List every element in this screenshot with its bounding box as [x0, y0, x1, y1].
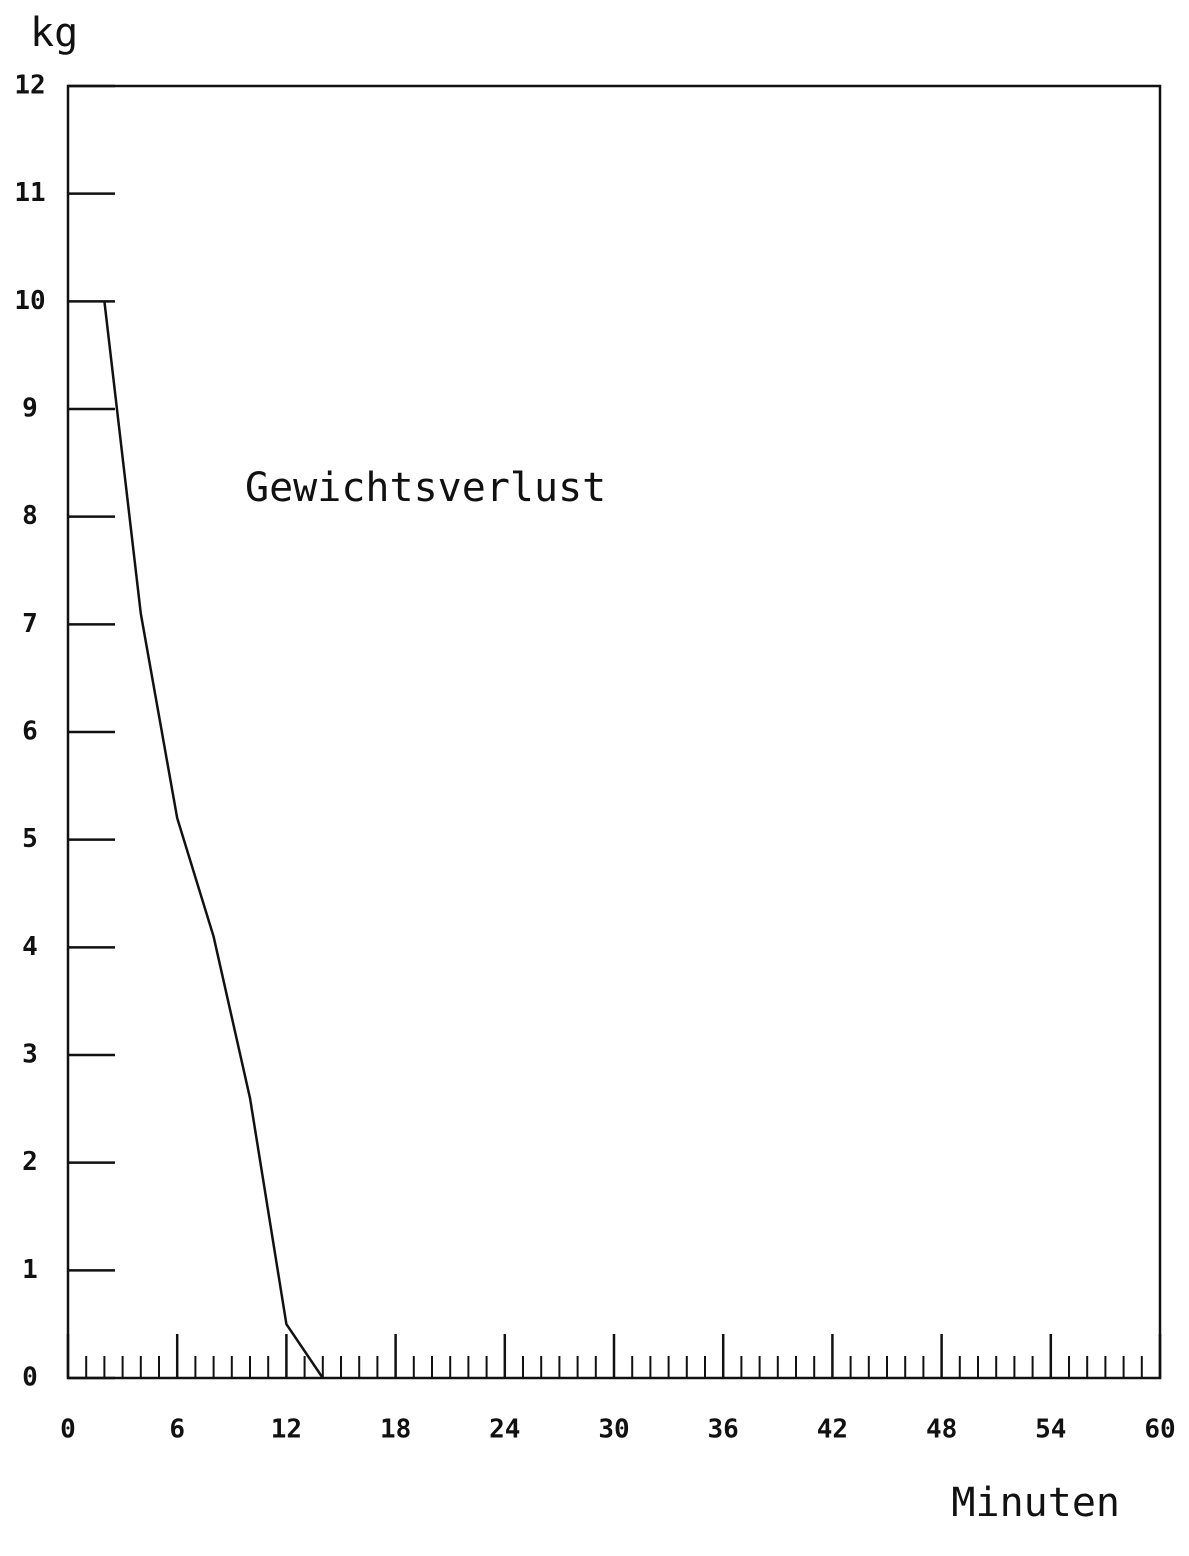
x-tick-label: 6 [169, 1415, 185, 1445]
x-tick-label: 60 [1144, 1415, 1175, 1445]
y-tick-label: 2 [22, 1147, 38, 1177]
x-tick-label: 36 [708, 1415, 739, 1445]
y-tick-label: 7 [22, 609, 38, 639]
x-tick-label: 24 [489, 1415, 520, 1445]
x-tick-label: 30 [598, 1415, 629, 1445]
x-tick-label: 12 [271, 1415, 302, 1445]
x-tick-label: 18 [380, 1415, 411, 1445]
y-tick-label: 9 [22, 394, 38, 424]
y-tick-label: 3 [22, 1040, 38, 1070]
y-tick-label: 11 [14, 178, 45, 208]
x-tick-label: 54 [1035, 1415, 1066, 1445]
data-line [103, 301, 324, 1379]
x-tick-label: 0 [60, 1415, 76, 1445]
y-axis-label: kg [30, 10, 78, 56]
y-tick-label: 0 [22, 1363, 38, 1393]
y-tick-label: 1 [22, 1255, 38, 1285]
y-tick-label: 12 [14, 71, 45, 101]
y-tick-label: 5 [22, 824, 38, 854]
y-tick-label: 8 [22, 501, 38, 531]
x-axis-label: Minuten [951, 1480, 1120, 1526]
x-tick-label: 42 [817, 1415, 848, 1445]
plot-frame [66, 84, 1162, 1380]
x-tick-label: 48 [926, 1415, 957, 1445]
y-tick-label: 6 [22, 717, 38, 747]
annotation: Gewichtsverlust [245, 465, 606, 511]
y-tick-label: 10 [14, 286, 45, 316]
y-tick-label: 4 [22, 932, 38, 962]
